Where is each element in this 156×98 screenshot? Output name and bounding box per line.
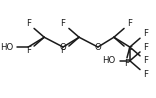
- Text: F: F: [143, 56, 148, 65]
- Text: F: F: [143, 70, 148, 79]
- Text: O: O: [95, 43, 101, 52]
- Text: O: O: [60, 43, 66, 52]
- Text: F: F: [127, 19, 132, 28]
- Text: HO: HO: [102, 56, 115, 65]
- Text: F: F: [26, 19, 31, 28]
- Text: HO: HO: [0, 43, 14, 52]
- Text: F: F: [61, 46, 66, 55]
- Text: F: F: [124, 59, 129, 68]
- Text: F: F: [61, 19, 66, 28]
- Text: F: F: [143, 29, 148, 38]
- Text: F: F: [26, 46, 31, 55]
- Text: F: F: [143, 43, 148, 52]
- Text: F: F: [127, 46, 132, 55]
